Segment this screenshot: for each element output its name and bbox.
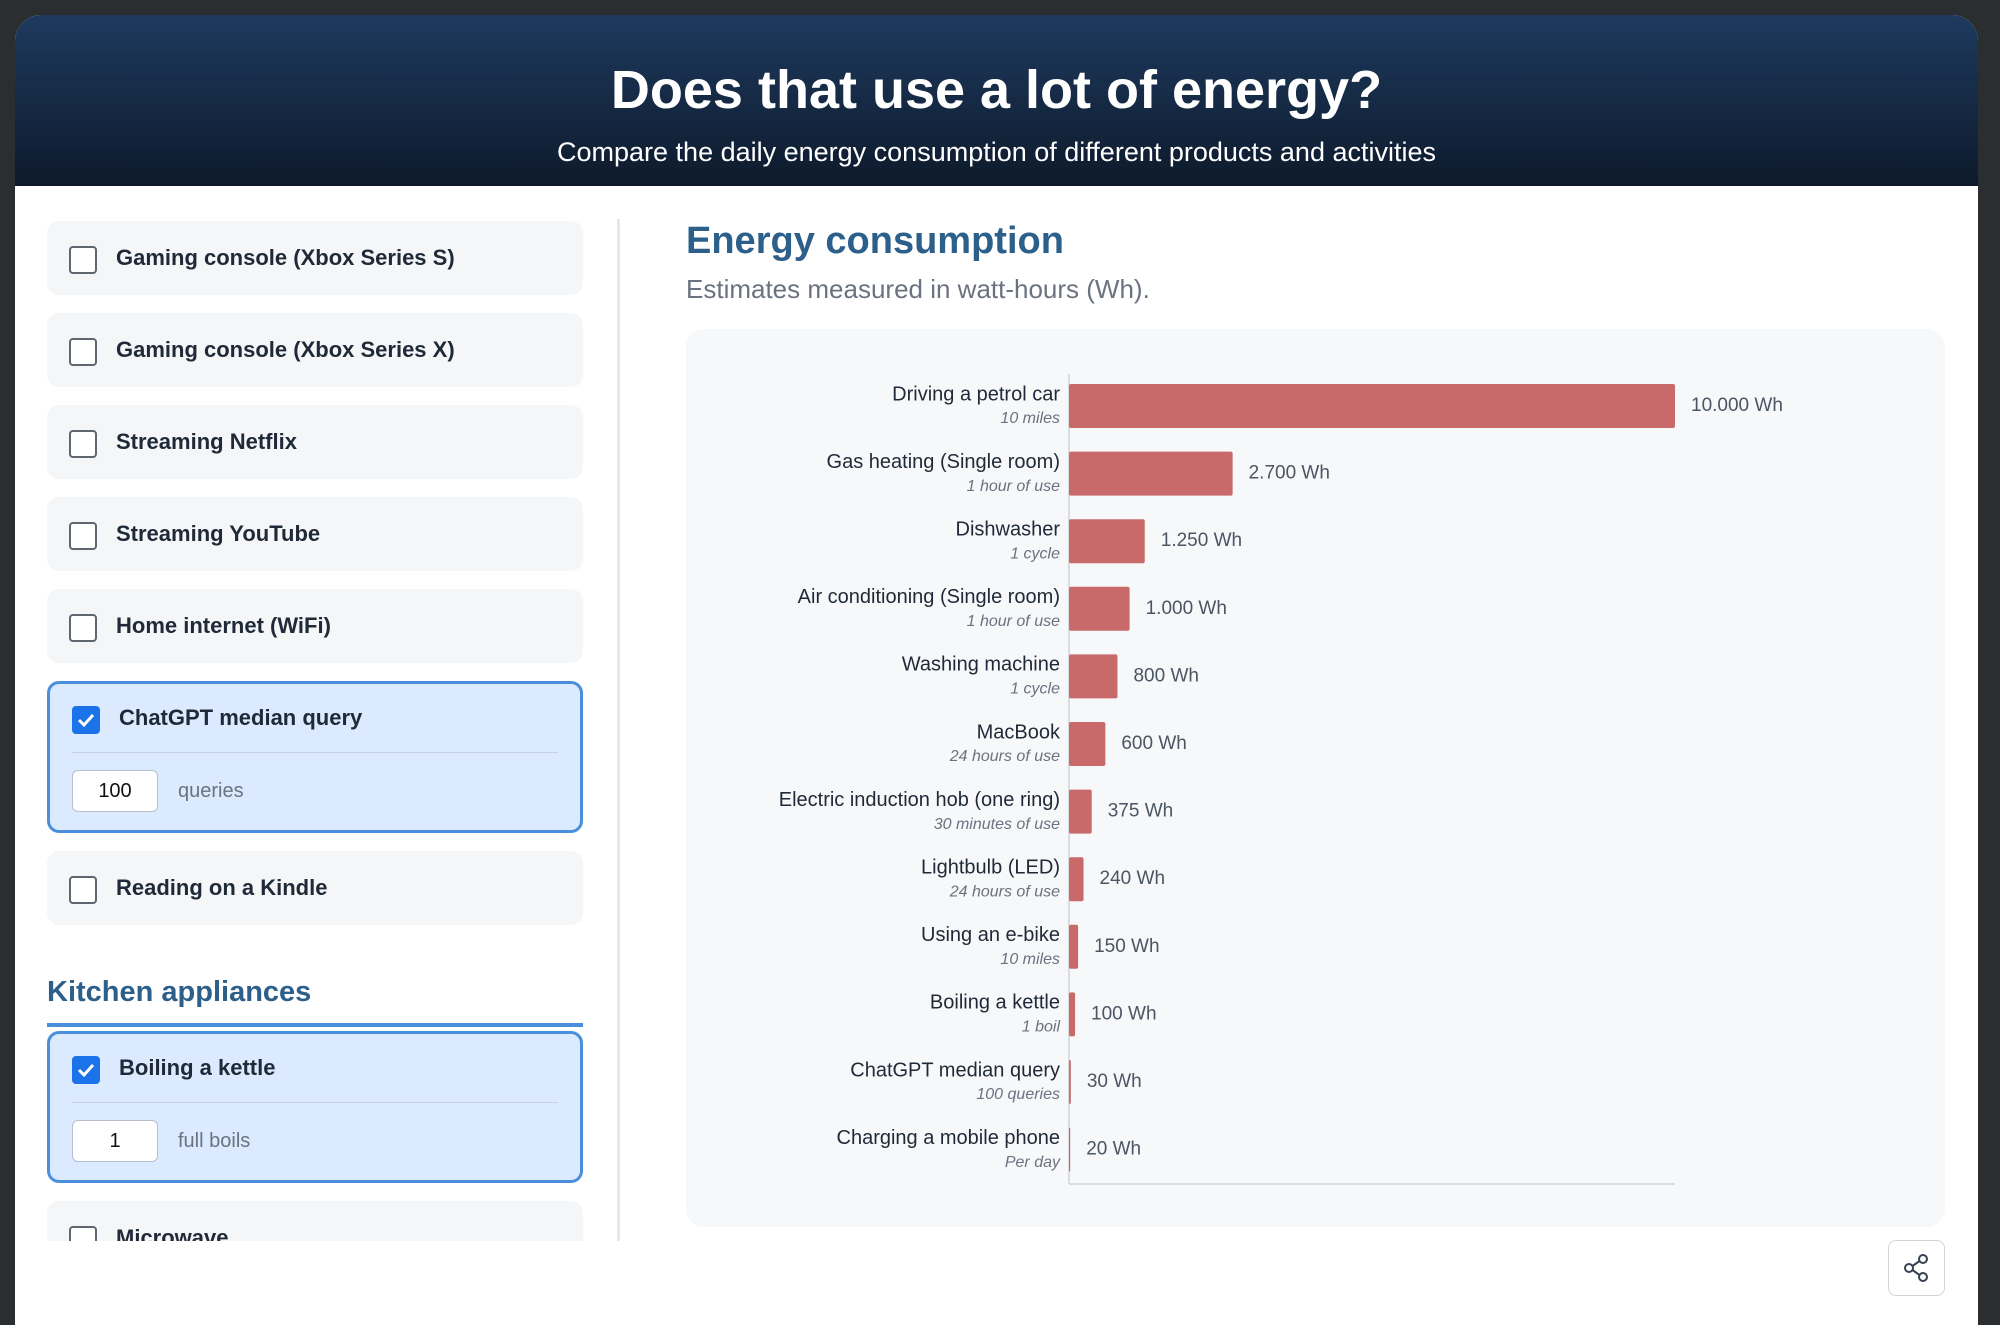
bar [1069, 1127, 1071, 1172]
option-item[interactable]: Gaming console (Xbox Series X) [47, 313, 583, 387]
category-label: MacBook [977, 721, 1061, 743]
amount-unit: full boils [178, 1130, 251, 1152]
option-item[interactable]: Reading on a Kindle [47, 851, 583, 925]
category-note: 100 queries [976, 1086, 1060, 1103]
bar [1069, 384, 1675, 428]
checkbox[interactable] [69, 522, 97, 550]
category-label: Air conditioning (Single room) [798, 586, 1060, 608]
sidebar: Gaming console (Xbox Series S) Gaming con… [47, 200, 587, 1241]
divider [617, 219, 620, 1241]
checkbox[interactable] [69, 338, 97, 366]
value-label: 800 Wh [1133, 665, 1198, 686]
page-title: Does that use a lot of energy? [610, 60, 1383, 120]
category-label: Dishwasher [956, 518, 1061, 540]
category-label: Boiling a kettle [930, 992, 1060, 1014]
option-label: Microwave [116, 1225, 229, 1241]
amount-input[interactable]: 1 [72, 1120, 158, 1162]
value-label: 1.000 Wh [1146, 598, 1227, 619]
category-note: Per day [1005, 1154, 1061, 1171]
option-item[interactable]: Streaming YouTube [47, 497, 583, 571]
checkbox[interactable] [72, 706, 100, 734]
category-note: 10 miles [1000, 410, 1060, 427]
chart-title: Energy consumption [686, 220, 1064, 262]
category-label: Charging a mobile phone [837, 1127, 1061, 1149]
checkbox[interactable] [69, 430, 97, 458]
bar [1069, 1060, 1071, 1104]
bar [1069, 789, 1092, 834]
value-label: 600 Wh [1121, 733, 1186, 754]
value-label: 10.000 Wh [1691, 395, 1783, 416]
share-icon [1904, 1254, 1928, 1282]
checkbox[interactable] [69, 876, 97, 904]
category-note: 1 hour of use [967, 478, 1061, 495]
category-label: Using an e-bike [921, 924, 1060, 946]
category-label: Lightbulb (LED) [921, 856, 1060, 878]
amount-unit: queries [178, 780, 244, 802]
category-label: ChatGPT median query [850, 1059, 1060, 1081]
option-label: Gaming console (Xbox Series X) [116, 337, 455, 362]
option-label: ChatGPT median query [119, 705, 363, 730]
option-label: Streaming YouTube [116, 521, 321, 546]
separator [72, 1102, 558, 1103]
amount-input[interactable]: 100 [72, 770, 158, 812]
category-note: 30 minutes of use [934, 816, 1060, 833]
chart-panel: Driving a petrol car 10 miles 10.000 Wh Gas… [686, 329, 1945, 1227]
value-label: 1.250 Wh [1161, 530, 1242, 551]
category-label: Driving a petrol car [892, 383, 1060, 405]
checkbox[interactable] [69, 1226, 97, 1241]
bar [1069, 519, 1145, 564]
category-note: 1 cycle [1010, 545, 1060, 562]
value-label: 375 Wh [1108, 801, 1173, 822]
bar [1069, 857, 1084, 902]
option-item[interactable]: Streaming Netflix [47, 405, 583, 479]
chart-subtitle: Estimates measured in watt-hours (Wh). [686, 274, 1150, 304]
option-item[interactable]: Boiling a kettle 1 full boils [47, 1031, 583, 1183]
option-label: Home internet (WiFi) [116, 613, 331, 638]
option-item[interactable]: Microwave [47, 1201, 583, 1241]
separator [72, 752, 558, 753]
bar [1069, 992, 1076, 1037]
category-label: Electric induction hob (one ring) [779, 789, 1060, 811]
category-note: 10 miles [1000, 951, 1060, 968]
value-label: 150 Wh [1094, 936, 1159, 957]
option-label: Reading on a Kindle [116, 875, 328, 900]
bar [1069, 924, 1079, 969]
value-label: 100 Wh [1091, 1003, 1156, 1024]
category-note: 24 hours of use [949, 883, 1060, 900]
section-title: Kitchen appliances [47, 976, 312, 1008]
page-subtitle: Compare the daily energy consumption of … [557, 137, 1436, 167]
option-label: Streaming Netflix [116, 429, 297, 454]
option-label: Gaming console (Xbox Series S) [116, 245, 455, 270]
share-button[interactable] [1888, 1240, 1945, 1296]
option-label: Boiling a kettle [119, 1055, 276, 1080]
category-note: 1 hour of use [967, 613, 1061, 630]
value-label: 30 Wh [1087, 1071, 1142, 1092]
value-label: 240 Wh [1100, 868, 1165, 889]
option-item[interactable]: Gaming console (Xbox Series S) [47, 221, 583, 295]
checkbox[interactable] [69, 614, 97, 642]
checkbox[interactable] [69, 246, 97, 274]
bar [1069, 722, 1106, 766]
option-item[interactable]: ChatGPT median query 100 queries [47, 681, 583, 833]
header: Does that use a lot of energy? Compare t… [15, 15, 1978, 186]
bar [1069, 654, 1118, 699]
option-item[interactable]: Home internet (WiFi) [47, 589, 583, 663]
category-note: 1 cycle [1010, 681, 1060, 698]
section-heading: Kitchen appliances [47, 945, 583, 1027]
category-note: 1 boil [1022, 1019, 1061, 1036]
bar [1069, 451, 1233, 496]
bar [1069, 586, 1130, 631]
category-note: 24 hours of use [949, 748, 1060, 765]
checkbox[interactable] [72, 1056, 100, 1084]
chart: Driving a petrol car 10 miles 10.000 Wh Gas… [779, 374, 1783, 1185]
value-label: 20 Wh [1086, 1139, 1141, 1160]
category-label: Washing machine [902, 654, 1060, 676]
category-label: Gas heating (Single room) [827, 451, 1060, 473]
value-label: 2.700 Wh [1249, 463, 1330, 484]
